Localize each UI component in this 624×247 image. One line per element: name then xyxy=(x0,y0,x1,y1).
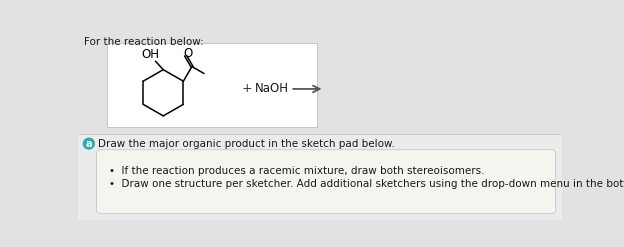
FancyBboxPatch shape xyxy=(97,150,555,214)
Text: a: a xyxy=(85,139,92,149)
Text: For the reaction below:: For the reaction below: xyxy=(84,37,204,47)
Text: OH: OH xyxy=(141,48,159,61)
Text: NaOH: NaOH xyxy=(255,82,289,95)
Text: Draw the major organic product in the sketch pad below.: Draw the major organic product in the sk… xyxy=(98,139,395,149)
FancyBboxPatch shape xyxy=(107,43,317,127)
Text: +: + xyxy=(241,82,252,95)
Text: •  Draw one structure per sketcher. Add additional sketchers using the drop-down: • Draw one structure per sketcher. Add a… xyxy=(109,179,624,189)
Text: O: O xyxy=(183,47,193,60)
FancyBboxPatch shape xyxy=(78,30,562,220)
Text: •  If the reaction produces a racemic mixture, draw both stereoisomers.: • If the reaction produces a racemic mix… xyxy=(109,165,484,176)
FancyBboxPatch shape xyxy=(78,134,562,220)
Circle shape xyxy=(84,138,94,149)
